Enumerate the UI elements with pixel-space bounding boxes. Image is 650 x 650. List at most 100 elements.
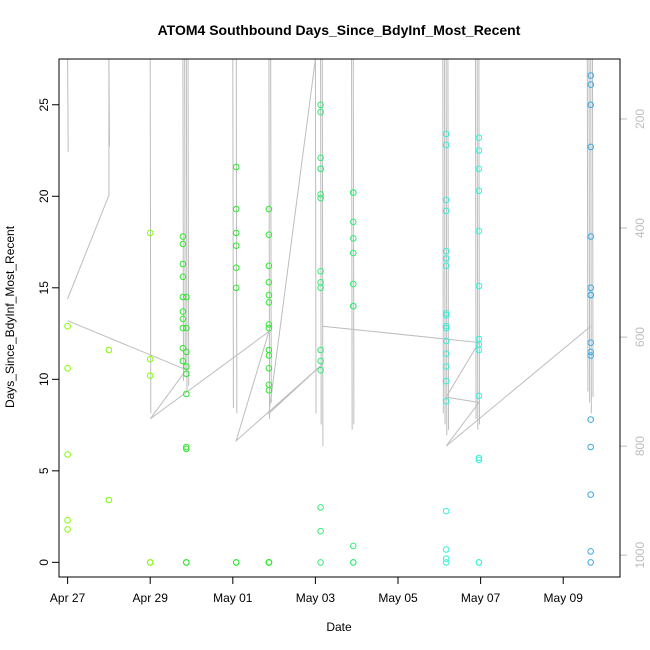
y-right-tick-label: 1000 (633, 542, 647, 569)
y-right-tick-label: 400 (633, 218, 647, 238)
data-point-s3-22 (475, 165, 483, 173)
data-point-s0-1 (64, 365, 71, 372)
profile-line-11 (314, 58, 317, 414)
data-point-s1-44 (265, 559, 273, 566)
profile-line-6 (187, 58, 190, 387)
data-point-s0-2 (64, 451, 71, 458)
data-point-s1-17 (183, 445, 190, 453)
data-point-s2-14 (317, 527, 324, 535)
data-point-s3-30 (475, 454, 483, 462)
data-point-s1-14 (183, 370, 190, 378)
y-left-tick-label: 10 (37, 372, 51, 386)
data-point-s1-16 (183, 443, 190, 451)
data-point-s2-21 (350, 280, 357, 288)
data-point-s4-3 (587, 143, 595, 151)
y-left-tick-label: 20 (37, 189, 51, 203)
chart-title: ATOM4 Southbound Days_Since_BdyInf_Most_… (158, 22, 521, 38)
data-point-s1-3 (179, 273, 187, 281)
profile-line-3 (182, 58, 185, 381)
data-point-s4-9 (587, 348, 595, 356)
data-point-s1-15 (183, 390, 190, 398)
data-point-s2-5 (317, 191, 324, 198)
data-point-s1-23 (232, 242, 240, 249)
data-point-s1-10 (183, 293, 190, 301)
data-point-s0-5 (105, 346, 113, 354)
profile-line-22 (478, 58, 480, 425)
profile-line-13 (321, 58, 324, 447)
data-point-s1-29 (265, 231, 273, 238)
data-point-s2-23 (350, 302, 357, 310)
data-point-s3-17 (442, 546, 450, 553)
data-point-s3-24 (475, 227, 483, 235)
profile-line-5 (185, 58, 188, 392)
data-point-s1-32 (265, 291, 273, 299)
x-axis-ticks: Apr 27 Apr 29 May 01 May 03 May 05 May 07 May … (50, 577, 583, 605)
data-point-s3-19 (442, 559, 450, 566)
y-axis-right-ticks: 200 400 600 800 1000 (620, 109, 647, 569)
profile-line-21 (476, 58, 479, 430)
data-point-s3-9 (442, 322, 450, 330)
data-point-s4-7 (587, 291, 595, 299)
data-point-s3-7 (442, 310, 450, 317)
data-point-s4-5 (587, 284, 595, 292)
data-point-s4-13 (587, 491, 595, 498)
profile-line-9 (268, 58, 271, 419)
data-point-s2-26 (350, 559, 357, 566)
data-point-s4-1 (587, 81, 595, 88)
data-point-s4-11 (587, 416, 595, 423)
data-point-s1-24 (232, 264, 240, 272)
data-point-s1-5 (179, 308, 187, 315)
data-point-s1-12 (183, 348, 190, 356)
data-point-s1-0 (179, 233, 187, 240)
data-point-s1-27 (232, 559, 240, 566)
data-point-s1-8 (179, 344, 187, 352)
data-point-s3-25 (475, 282, 483, 290)
y-left-tick-label: 5 (37, 467, 51, 474)
profile-line-10 (270, 58, 272, 403)
connector-line-2 (322, 325, 592, 447)
x-tick-label: May 01 (213, 591, 253, 605)
data-point-s3-3 (442, 207, 450, 215)
data-point-s2-6 (317, 194, 324, 202)
x-tick-label: May 05 (378, 591, 418, 605)
data-point-s0-4 (64, 526, 71, 533)
data-point-s1-19 (183, 559, 190, 566)
data-point-s3-33 (475, 559, 483, 566)
data-point-s3-28 (475, 346, 483, 354)
data-point-s3-20 (475, 134, 483, 141)
data-point-s3-31 (475, 456, 483, 464)
data-point-s0-11 (146, 559, 154, 566)
data-point-s1-6 (179, 315, 187, 323)
profile-line-4 (184, 58, 186, 370)
data-point-s1-33 (265, 299, 273, 306)
plot-frame (58, 58, 621, 578)
profile-line-19 (447, 58, 450, 430)
data-point-s3-15 (442, 398, 450, 405)
data-point-s3-10 (442, 324, 450, 332)
data-point-s4-12 (587, 443, 595, 451)
profile-line-26 (591, 58, 594, 398)
depth-profile-lines (67, 58, 594, 447)
profile-line-12 (320, 58, 322, 425)
data-point-s2-20 (350, 249, 357, 257)
data-point-s1-11 (183, 324, 190, 332)
data-point-s2-12 (317, 366, 324, 374)
x-axis-label: Date (326, 620, 352, 634)
data-point-s1-9 (179, 357, 187, 365)
data-point-s1-1 (179, 240, 187, 248)
data-point-s2-2 (317, 154, 324, 162)
data-point-s2-24 (350, 542, 357, 550)
data-point-s1-7 (179, 324, 187, 332)
data-point-s0-0 (64, 322, 71, 330)
data-point-s2-15 (317, 559, 324, 566)
data-point-s2-0 (317, 101, 324, 109)
profile-line-25 (590, 58, 592, 414)
x-tick-label: May 03 (296, 591, 336, 605)
profile-line-0 (67, 58, 69, 152)
profile-line-20 (474, 58, 477, 419)
data-point-s3-11 (442, 337, 450, 345)
data-point-s3-18 (442, 555, 450, 563)
y-axis-label: Days_Since_BdyInf_Most_Recent (3, 225, 17, 408)
profile-line-24 (588, 58, 591, 403)
profile-line-8 (235, 58, 238, 414)
